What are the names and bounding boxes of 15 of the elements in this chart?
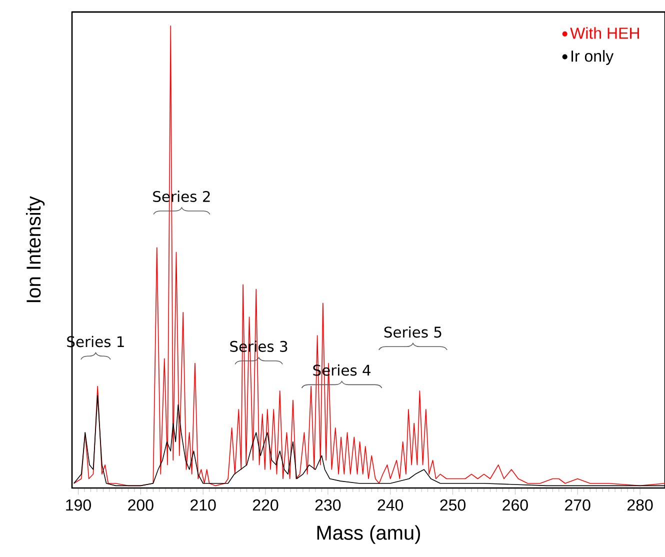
x-tick-label: 270 — [565, 499, 590, 511]
x-tick-label: 280 — [627, 499, 653, 511]
x-tick-label: 250 — [440, 499, 466, 511]
annotation: Series 5 — [384, 326, 442, 338]
legend-label: Ir only — [572, 50, 614, 65]
x-tick-label: 200 — [128, 499, 154, 511]
x-tick-label: 260 — [502, 499, 528, 511]
x-tick-label: 230 — [315, 499, 341, 511]
x-tick-label: 240 — [378, 499, 404, 511]
x-tick-label: 210 — [190, 499, 216, 511]
y-axis-title: Ion Intensity — [26, 196, 45, 302]
x-tick-label: 220 — [252, 499, 278, 511]
x-tick-label: 190 — [66, 499, 91, 511]
x-axis-title: Mass (amu) — [317, 525, 420, 544]
legend-label: With HEH — [570, 26, 639, 39]
